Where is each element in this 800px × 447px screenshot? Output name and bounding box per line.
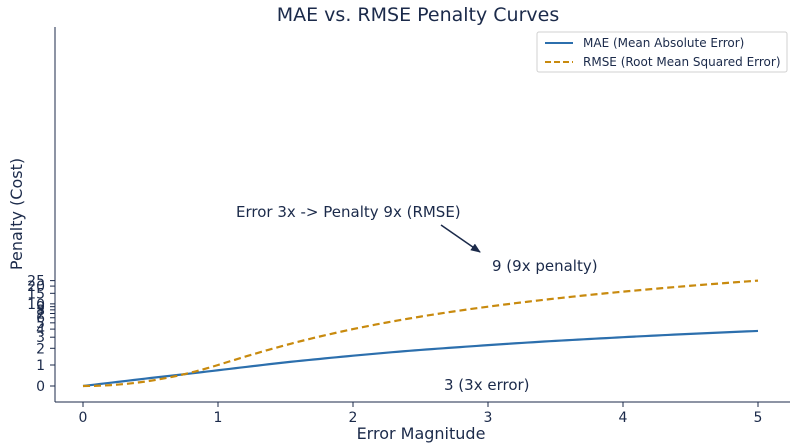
y-tick-label: 5 [36,316,45,332]
x-tick-label: 5 [754,410,763,426]
legend-label-rmse: RMSE (Root Mean Squared Error) [583,55,781,69]
x-tick-label: 2 [349,410,358,426]
y-tick-label: 7 [36,306,45,322]
series-layer [82,279,759,388]
series-line-mae [82,329,759,388]
y-tick-label: 25 [27,274,45,290]
y-tick-label: 9 [36,300,45,316]
legend: MAE (Mean Absolute Error) RMSE (Root Mea… [536,31,788,73]
y-tick-label: 1 [36,358,45,374]
y-tick-label: 8 [36,303,45,319]
annotation-mae-value: 3 (3x error) [444,376,530,394]
y-tick-label: 15 [27,286,45,302]
annotation-rmse-value: 9 (9x penalty) [492,257,598,275]
annotation-rmse-note: Error 3x -> Penalty 9x (RMSE) [236,203,461,221]
series-line-rmse [82,279,759,388]
y-tick-label: 2 [36,341,45,357]
x-tick-label: 0 [79,410,88,426]
x-tick-label: 1 [214,410,223,426]
y-tick-label: 20 [27,279,45,295]
x-ticks: 0 1 2 3 4 5 [79,402,763,426]
annotations: Error 3x -> Penalty 9x (RMSE) 9 (9x pena… [236,203,598,394]
x-axis-title: Error Magnitude [357,424,486,443]
y-tick-label: 4 [36,322,45,338]
annotation-arrow [440,224,481,253]
legend-label-mae: MAE (Mean Absolute Error) [583,36,744,50]
y-tick-label: 6 [36,311,45,327]
axes [54,27,790,403]
y-tick-label: 3 [36,330,45,346]
chart-title: MAE vs. RMSE Penalty Curves [277,4,559,26]
x-tick-label: 4 [619,410,628,426]
legend-box [536,31,788,73]
y-tick-label: 0 [36,379,45,395]
y-tick-label: 10 [27,297,45,313]
y-axis-title: Penalty (Cost) [7,158,26,270]
x-tick-label: 3 [484,410,493,426]
